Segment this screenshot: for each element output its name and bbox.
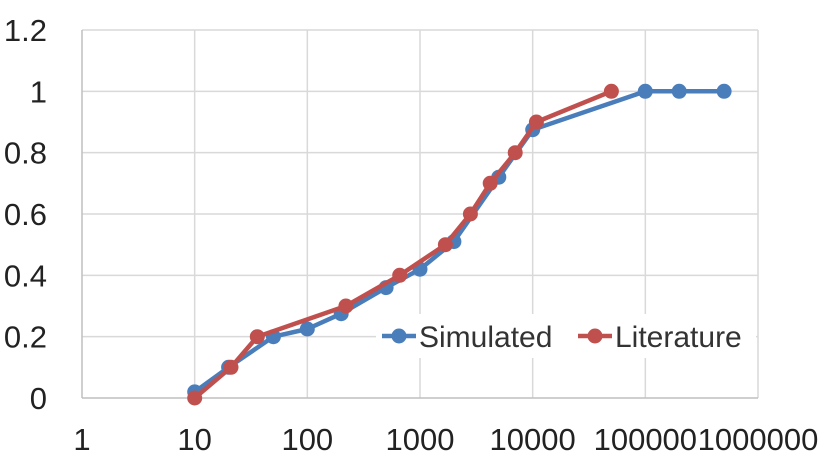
- y-tick-label: 1.2: [4, 13, 47, 48]
- data-point-simulated: [299, 321, 315, 337]
- y-tick-label: 1: [30, 74, 47, 109]
- data-point-simulated: [637, 83, 653, 99]
- y-tick-label: 0.2: [4, 320, 47, 355]
- x-tick-label: 10000: [490, 422, 576, 457]
- grid-lines: [82, 29, 759, 398]
- data-point-literature: [223, 359, 239, 375]
- data-point-literature: [392, 267, 408, 283]
- data-point-literature: [507, 145, 523, 161]
- legend-background: [376, 314, 756, 358]
- x-tick-label: 1000: [386, 422, 455, 457]
- data-point-literature: [249, 329, 265, 345]
- data-point-literature: [482, 175, 498, 191]
- data-point-literature: [437, 237, 453, 253]
- data-point-literature: [462, 206, 478, 222]
- legend: Simulated Literature: [376, 314, 756, 358]
- y-tick-label: 0.8: [4, 136, 47, 171]
- x-tick-labels: 1 10 100 1000 10000 100000 1000000: [73, 422, 818, 457]
- x-tick-label: 100000: [594, 422, 697, 457]
- x-tick-label: 10: [177, 422, 211, 457]
- data-point-literature: [187, 390, 203, 406]
- y-tick-label: 0.6: [4, 197, 47, 232]
- data-point-literature: [603, 83, 619, 99]
- x-tick-label: 1000000: [698, 422, 819, 457]
- legend-marker-literature: [587, 328, 603, 344]
- legend-label-literature: Literature: [615, 321, 742, 354]
- x-tick-label: 100: [281, 422, 333, 457]
- data-point-literature: [528, 114, 544, 130]
- series: [187, 83, 732, 406]
- data-point-simulated: [716, 83, 732, 99]
- y-tick-label: 0.4: [4, 258, 47, 293]
- y-tick-labels: 0 0.2 0.4 0.6 0.8 1 1.2: [4, 13, 47, 416]
- legend-label-simulated: Simulated: [419, 321, 552, 354]
- data-point-literature: [338, 298, 354, 314]
- legend-marker-simulated: [391, 328, 407, 344]
- data-point-simulated: [671, 83, 687, 99]
- x-tick-label: 1: [73, 422, 90, 457]
- y-tick-label: 0: [30, 381, 47, 416]
